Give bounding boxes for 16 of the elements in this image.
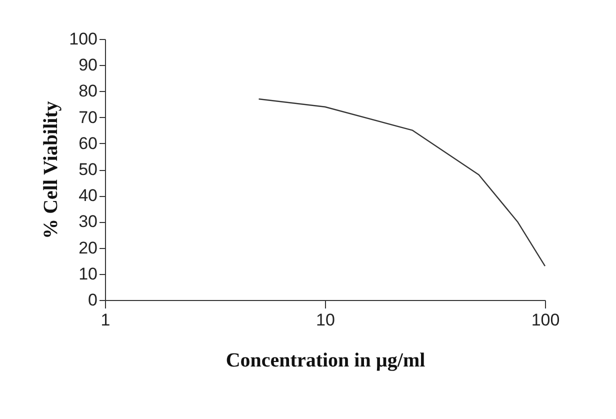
y-axis-title: % Cell Viability (40, 101, 62, 239)
x-tick-label: 100 (531, 310, 560, 330)
x-tick-label: 1 (100, 310, 110, 330)
y-tick-label: 80 (78, 82, 98, 101)
y-tick-label: 40 (78, 186, 98, 206)
y-tick-label: 100 (69, 30, 98, 48)
y-tick-label: 0 (88, 290, 98, 310)
y-tick-label: 70 (78, 108, 98, 127)
y-tick-label: 10 (78, 264, 98, 284)
x-axis-title: Concentration in µg/ml (226, 350, 426, 372)
y-tick-label: 20 (78, 238, 98, 258)
x-tick-label: 10 (316, 310, 335, 330)
y-tick-label: 90 (78, 56, 98, 75)
y-tick-label: 50 (78, 160, 98, 179)
y-tick-label: 30 (78, 212, 98, 232)
y-tick-label: 60 (78, 134, 98, 153)
